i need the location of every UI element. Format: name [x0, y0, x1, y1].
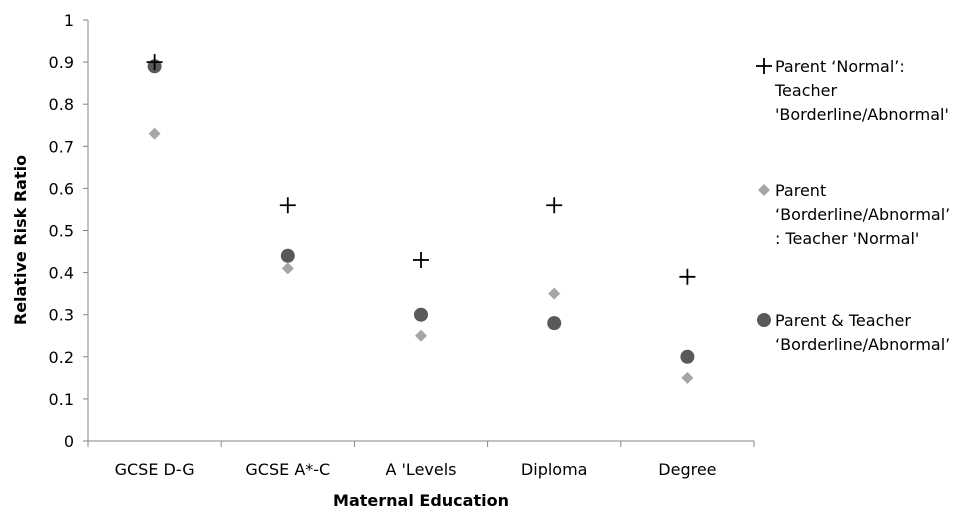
x-axis-title: Maternal Education [333, 491, 509, 510]
data-point-plus [413, 251, 429, 268]
data-point-circle [547, 316, 562, 331]
data-point-plus [146, 54, 163, 71]
x-tick-label: GCSE D-G [115, 460, 195, 479]
legend-label-line: ‘Borderline/Abnormal’ [775, 335, 950, 354]
legend-label-line: Teacher [774, 81, 837, 100]
y-tick-label: 0.6 [49, 179, 74, 198]
data-point-plus [679, 268, 696, 285]
legend-item: Parent ‘Borderline/Abnormal’ : Teacher 'No… [758, 181, 950, 248]
y-tick-label: 0.5 [49, 222, 74, 241]
y-tick-label: 0.4 [49, 264, 74, 283]
data-point-diamond [548, 287, 561, 300]
legend-label-line: Parent [775, 181, 826, 200]
legend-marker-plus [756, 58, 772, 74]
y-tick-label: 1 [64, 11, 74, 30]
data-point-diamond [415, 329, 427, 342]
y-tick-label: 0.9 [49, 53, 74, 72]
data-point-diamond [281, 262, 294, 275]
legend-marker-diamond [758, 184, 770, 196]
y-tick-label: 0.1 [49, 390, 74, 409]
data-point-plus [279, 197, 296, 214]
y-tick-label: 0.3 [49, 306, 74, 325]
legend-label-line: : Teacher 'Normal' [775, 229, 919, 248]
y-tick-label: 0.2 [49, 348, 74, 367]
legend: Parent ‘Normal’: Teacher 'Borderline/Abnor… [756, 57, 950, 354]
x-tick-label: A 'Levels [386, 460, 457, 479]
legend-item: Parent ‘Normal’: Teacher 'Borderline/Abnor… [756, 57, 949, 124]
y-axis-title: Relative Risk Ratio [11, 155, 30, 325]
y-tick-label: 0.7 [49, 137, 74, 156]
x-tick-label: GCSE A*-C [245, 460, 330, 479]
y-tick-label: 0.8 [49, 95, 74, 114]
legend-label-line: 'Borderline/Abnormal' [775, 105, 949, 124]
data-point-circle [280, 248, 295, 263]
y-tick-labels: 0 0.1 0.2 0.3 0.4 0.5 0.6 0.7 0.8 0.9 1 [49, 11, 74, 451]
axes [83, 19, 755, 447]
x-tick-label: Degree [658, 460, 716, 479]
legend-label-line: Parent ‘Normal’: [775, 57, 905, 76]
legend-marker-circle [757, 313, 771, 327]
legend-label-line: Parent & Teacher [775, 311, 911, 330]
data-point-plus [546, 197, 563, 214]
data-point-diamond [681, 371, 694, 384]
data-point-circle [414, 307, 428, 322]
data-point-diamond [148, 127, 161, 140]
legend-item: Parent & Teacher ‘Borderline/Abnormal’ [757, 311, 950, 354]
data-points [146, 54, 696, 384]
x-tick-labels: GCSE D-G GCSE A*-C A 'Levels Diploma Degree [115, 460, 717, 479]
data-point-circle [680, 349, 695, 364]
y-tick-label: 0 [64, 432, 74, 451]
legend-label-line: ‘Borderline/Abnormal’ [775, 205, 950, 224]
x-tick-label: Diploma [521, 460, 588, 479]
